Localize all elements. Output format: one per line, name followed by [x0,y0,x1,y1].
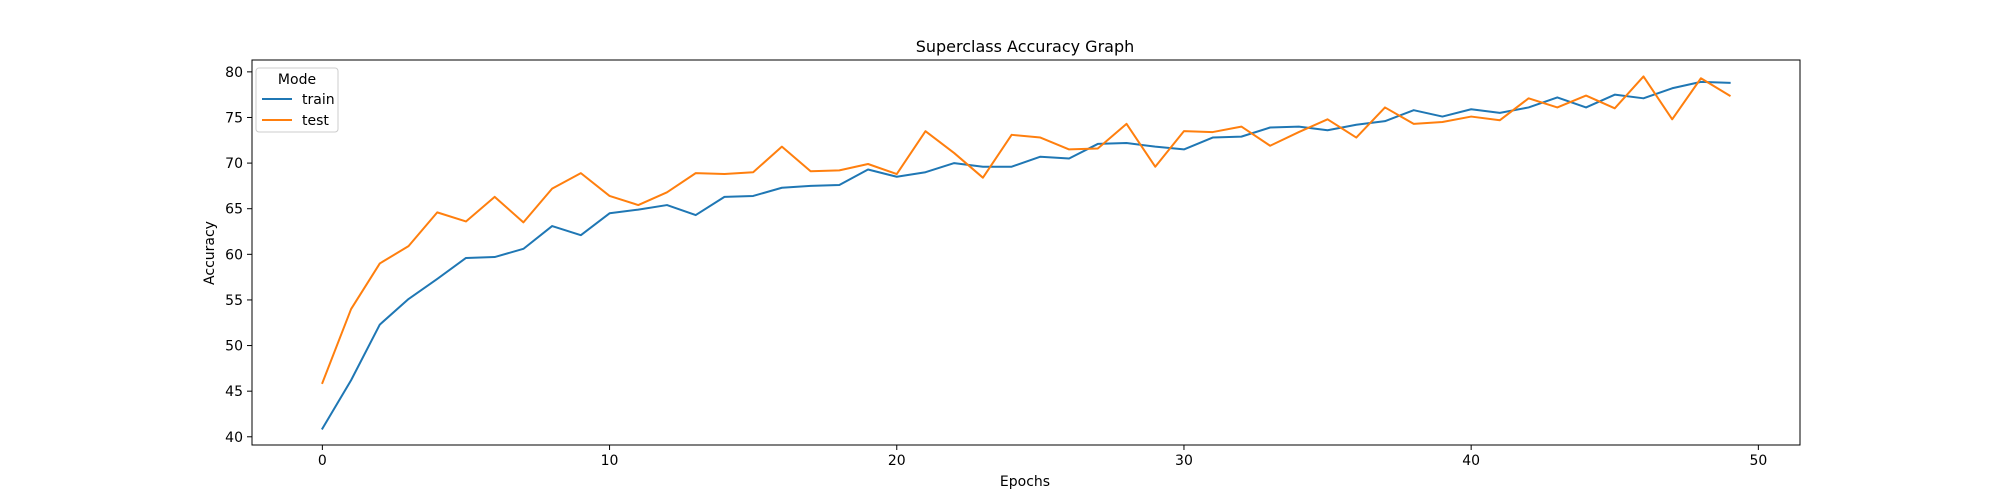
legend-label-test: test [302,113,329,129]
legend-label-train: train [302,92,335,108]
y-axis-label: Accuracy [202,221,218,285]
series-line-test [321,75,1732,385]
y-tick-label: 80 [225,65,243,81]
plot-area [251,59,1801,446]
x-tick-label: 20 [888,453,906,469]
series-layer [320,75,1732,430]
legend-title: Mode [278,72,316,88]
y-tick-label: 55 [225,293,243,309]
legend-box [255,67,339,133]
y-tick-label: 50 [225,339,243,355]
x-tick-label: 0 [318,453,327,469]
y-tick-label: 65 [225,202,243,218]
legend: Mode train test [255,67,339,133]
x-axis-label: Epochs [1000,474,1050,490]
x-tick-label: 30 [1175,453,1193,469]
y-tick-label: 70 [225,156,243,172]
chart-title: Superclass Accuracy Graph [916,37,1135,56]
y-tick-label: 75 [225,110,243,126]
y-tick-label: 40 [225,430,243,446]
x-tick-label: 40 [1462,453,1480,469]
y-tick-label: 60 [225,247,243,263]
plot-frame [251,59,1801,446]
x-tick-label: 50 [1749,453,1767,469]
x-tick-label: 10 [601,453,619,469]
y-tick-label: 45 [225,384,243,400]
y-axis: 40 45 50 55 60 65 70 75 80 [225,65,252,446]
x-axis: 0 10 20 30 40 50 [318,445,1767,469]
series-line-train [320,80,1731,430]
